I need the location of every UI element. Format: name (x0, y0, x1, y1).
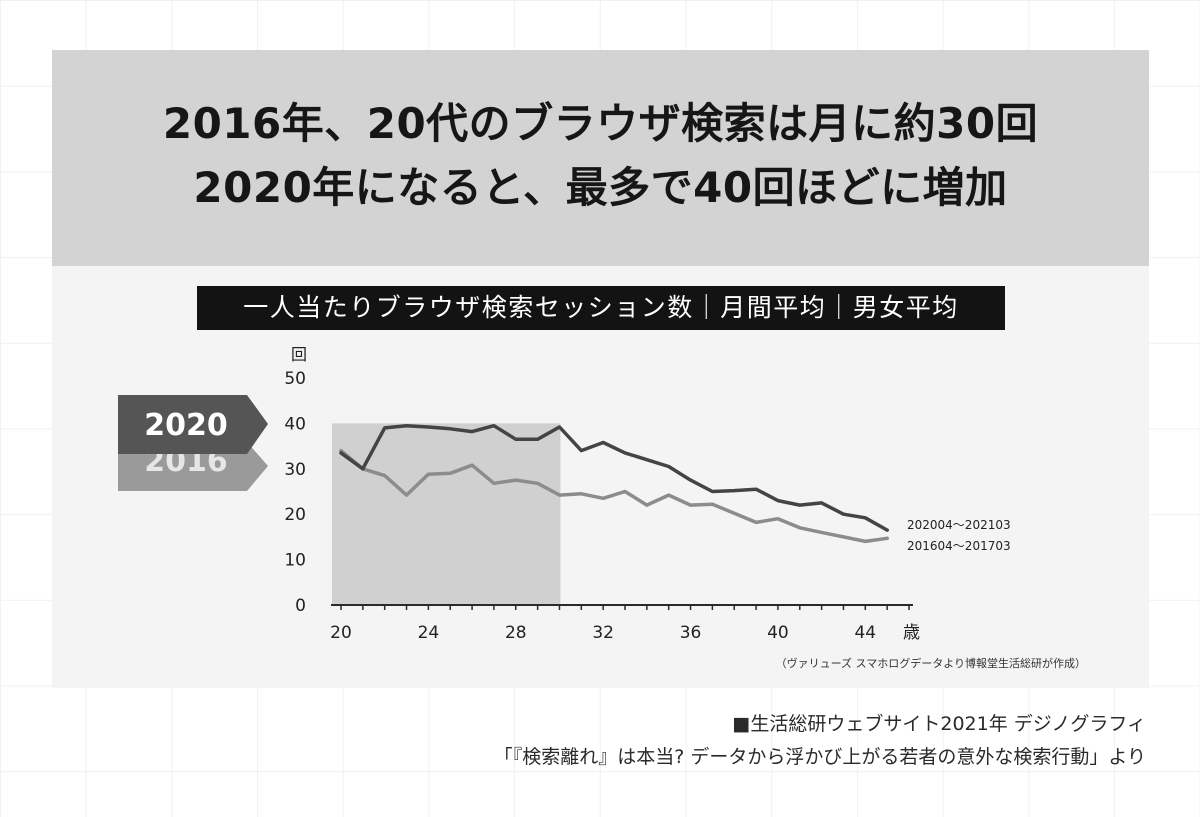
data-point (470, 463, 474, 467)
data-point (863, 516, 867, 520)
data-point (732, 511, 736, 515)
data-point (579, 449, 583, 453)
data-point (405, 493, 408, 497)
data-point (339, 451, 343, 455)
x-tick-label: 40 (767, 623, 789, 643)
data-point (776, 499, 780, 502)
series-line-2016 (339, 448, 889, 544)
data-point (558, 493, 561, 497)
data-point (798, 503, 802, 507)
data-point (645, 458, 649, 462)
footer-line-1: ■生活総研ウェブサイト2021年 デジノグラフィ (732, 713, 1146, 735)
infographic-card: 2016年、20代のブラウザ検索は月に約30回 2020年になると、最多で40回… (52, 50, 1149, 688)
y-tick-label: 20 (284, 505, 306, 525)
data-point (536, 481, 540, 485)
badge-2020-label: 2020 (144, 408, 228, 443)
data-point (492, 481, 496, 485)
y-tick-label: 10 (284, 551, 306, 571)
data-point (689, 478, 692, 482)
data-point (689, 503, 692, 507)
data-point (667, 493, 671, 497)
data-point (514, 437, 518, 441)
x-tick-label: 28 (505, 623, 527, 643)
data-point (405, 424, 408, 428)
data-point (470, 430, 474, 433)
data-point (579, 492, 583, 496)
data-point (863, 540, 867, 543)
y-tick-label: 40 (284, 414, 306, 434)
footer-line-2: 「『検索離れ』は本当? データから浮かび上がる若者の意外な検索行動」より (493, 746, 1146, 768)
data-point (514, 478, 518, 482)
data-point (667, 465, 671, 468)
data-point (448, 471, 452, 475)
data-point (820, 501, 824, 505)
x-tick-label: 24 (418, 623, 440, 643)
data-point (623, 490, 627, 493)
data-point (383, 474, 387, 478)
highlight-region (332, 423, 561, 605)
data-point (645, 503, 649, 507)
data-point (710, 502, 714, 506)
headline-line-1: 2016年、20代のブラウザ検索は月に約30回 (162, 99, 1039, 148)
data-point (426, 472, 430, 476)
data-point (820, 530, 824, 534)
footer-credit: ■生活総研ウェブサイト2021年 デジノグラフィ 「『検索離れ』は本当? データ… (494, 708, 1146, 774)
data-point (798, 526, 802, 530)
data-point (754, 487, 758, 491)
chart-title: 一人当たりブラウザ検索セッション数｜月間平均｜男女平均 (197, 286, 1005, 330)
axes: 20 24 28 32 36 40 44 歳 50 40 30 20 10 0 回 (284, 345, 920, 643)
y-tick-label: 30 (284, 460, 306, 480)
series-label-2020: 202004～202103 (907, 518, 1011, 532)
data-point (448, 427, 452, 431)
data-point (842, 512, 845, 516)
source-note: （ヴァリューズ スマホログデータより博報堂生活総研が作成） (776, 656, 1086, 670)
series-label-2016: 201604～201703 (907, 539, 1011, 553)
y-tick-label: 0 (295, 596, 306, 616)
data-point (710, 490, 714, 493)
data-point (885, 528, 889, 532)
data-point (601, 496, 605, 500)
badge-2020-arrow (118, 395, 268, 454)
data-point (426, 425, 430, 429)
headline: 2016年、20代のブラウザ検索は月に約30回 2020年になると、最多で40回… (52, 92, 1149, 220)
x-axis-unit: 歳 (903, 623, 920, 643)
x-tick-label: 20 (330, 623, 352, 643)
data-point (732, 489, 736, 492)
data-point (361, 467, 365, 471)
data-point (383, 426, 387, 430)
series-line-2020 (339, 423, 889, 532)
data-point (536, 437, 540, 441)
data-point (754, 520, 758, 524)
data-point (492, 424, 496, 428)
x-tick-label: 44 (854, 623, 876, 643)
data-point (623, 451, 627, 455)
headline-band: 2016年、20代のブラウザ検索は月に約30回 2020年になると、最多で40回… (52, 50, 1149, 266)
data-point (842, 535, 845, 539)
data-point (776, 517, 780, 521)
badge-2016-arrow (118, 442, 268, 491)
y-axis-unit: 回 (291, 345, 307, 364)
data-point (558, 425, 561, 429)
year-badge-2020: 2020 (118, 395, 268, 454)
series-layer (339, 423, 889, 544)
labels-layer: 201604～201703 202004～202103 (907, 518, 1011, 553)
x-tick-label: 32 (592, 623, 614, 643)
y-tick-label: 50 (284, 369, 306, 389)
data-point (601, 441, 605, 444)
data-point (885, 536, 889, 540)
x-tick-label: 36 (680, 623, 702, 643)
headline-line-2: 2020年になると、最多で40回ほどに増加 (193, 163, 1008, 212)
